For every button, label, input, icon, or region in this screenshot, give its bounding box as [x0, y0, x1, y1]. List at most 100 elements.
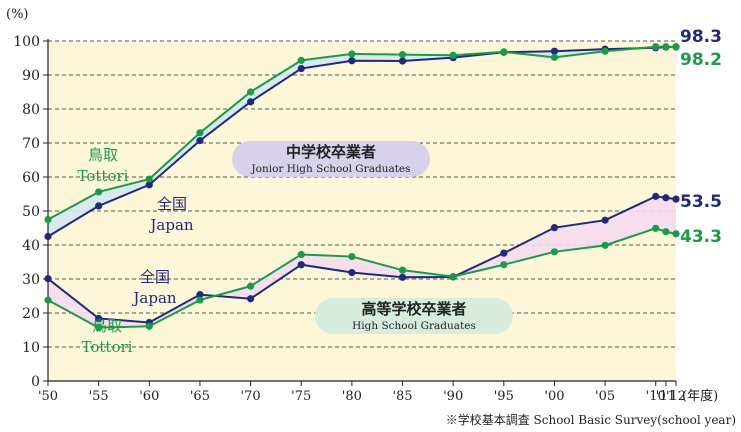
x-tick-label: '10: [646, 389, 666, 404]
series-label-en-hs-japan: Japan: [131, 289, 177, 307]
data-point-hs-tottori: [398, 266, 407, 274]
y-tick-label: 70: [22, 136, 40, 152]
data-point-jh-japan: [297, 64, 305, 73]
data-point-jh-tottori: [348, 50, 356, 58]
data-point-hs-japan: [398, 273, 407, 281]
x-tick-label: '05: [595, 389, 615, 404]
data-point-jh-tottori: [662, 43, 670, 51]
series-label-en-jh-japan: Japan: [148, 216, 194, 234]
data-point-jh-japan: [95, 202, 103, 210]
data-point-hs-tottori: [601, 241, 609, 249]
data-point-jh-japan: [550, 47, 559, 55]
y-tick-label: 10: [22, 340, 40, 356]
x-tick-label: '12: [666, 389, 686, 404]
data-point-jh-tottori: [672, 43, 680, 51]
data-point-jh-japan: [145, 181, 153, 189]
x-tick-label: '70: [241, 389, 261, 404]
series-label-ja-hs-tottori: 鳥取: [92, 317, 122, 335]
y-tick-label: 40: [22, 238, 40, 254]
x-tick-label: '11: [656, 389, 676, 404]
end-value-hs-japan: 53.5: [680, 192, 722, 212]
end-value-hs-tottori: 43.3: [680, 227, 722, 247]
group-label-bg-hs: [315, 298, 513, 334]
data-point-hs-japan: [672, 195, 680, 203]
group-label-bg-jh: [232, 141, 430, 177]
series-label-ja-hs-japan: 全国: [140, 268, 170, 286]
data-point-jh-tottori: [95, 188, 103, 196]
group-subtitle-hs: High School Graduates: [352, 320, 476, 332]
x-tick-label: '00: [544, 389, 564, 404]
data-point-hs-japan: [550, 224, 559, 232]
group-title-hs: 高等学校卒業者: [361, 300, 466, 318]
data-point-jh-tottori: [449, 51, 457, 59]
y-tick-label: 80: [22, 102, 40, 118]
data-point-jh-tottori: [145, 175, 153, 183]
data-point-hs-tottori: [44, 296, 52, 304]
data-point-jh-tottori: [550, 53, 559, 61]
x-tick-label: '50: [38, 389, 58, 404]
group-subtitle-jh: Jonior High School Graduates: [250, 163, 410, 175]
y-tick-label: 60: [22, 170, 40, 186]
data-point-hs-tottori: [196, 296, 204, 304]
data-point-hs-tottori: [672, 230, 680, 238]
data-point-hs-tottori: [145, 322, 153, 330]
data-point-hs-japan: [652, 192, 660, 200]
y-tick-label: 100: [13, 34, 40, 50]
data-point-hs-tottori: [348, 252, 356, 261]
y-tick-label: 30: [22, 272, 40, 288]
data-point-hs-japan: [44, 275, 52, 283]
data-point-jh-japan: [398, 57, 407, 65]
data-point-jh-tottori: [500, 48, 508, 56]
data-point-hs-tottori: [297, 250, 305, 259]
data-point-jh-tottori: [601, 47, 609, 55]
x-tick-label: '60: [139, 389, 159, 404]
series-label-en-hs-tottori: Tottori: [82, 338, 133, 356]
data-point-hs-tottori: [550, 248, 559, 256]
x-tick-label: '80: [342, 389, 362, 404]
x-tick-label: '65: [190, 389, 210, 404]
end-value-jh-japan: 98.3: [680, 27, 722, 47]
data-point-jh-japan: [246, 98, 255, 106]
data-point-jh-japan: [196, 137, 204, 145]
x-axis-unit: (年度): [682, 388, 718, 404]
x-tick-label: '55: [89, 389, 109, 404]
data-point-hs-japan: [500, 249, 508, 257]
x-tick-label: '75: [291, 389, 311, 404]
data-point-jh-tottori: [196, 129, 204, 137]
data-point-hs-tottori: [500, 261, 508, 269]
data-point-jh-tottori: [44, 215, 52, 224]
end-value-jh-tottori: 98.2: [680, 50, 722, 70]
x-tick-label: '85: [392, 389, 412, 404]
data-point-jh-tottori: [398, 51, 407, 59]
band-fill-hs: [48, 196, 676, 328]
y-tick-label: 20: [22, 306, 40, 322]
series-label-en-jh-tottori: Tottori: [78, 167, 129, 185]
y-tick-label: 0: [31, 374, 40, 390]
data-point-hs-japan: [601, 216, 609, 224]
x-tick-label: '90: [443, 389, 463, 404]
data-point-hs-japan: [95, 314, 103, 323]
data-point-jh-tottori: [297, 56, 305, 64]
data-point-hs-tottori: [662, 228, 670, 236]
data-point-hs-tottori: [95, 324, 103, 332]
series-label-ja-jh-japan: 全国: [157, 195, 187, 213]
data-point-hs-tottori: [449, 273, 457, 281]
data-point-hs-japan: [196, 291, 204, 299]
group-title-jh: 中学校卒業者: [286, 143, 376, 161]
y-axis-unit: (%): [6, 7, 29, 22]
x-tick-label: '95: [494, 389, 514, 404]
plot-area: 中学校卒業者 Jonior High School Graduates 高等学校卒業…: [6, 7, 736, 427]
data-point-jh-tottori: [246, 88, 255, 96]
data-point-jh-japan: [348, 57, 356, 65]
data-point-hs-tottori: [246, 282, 255, 290]
data-point-jh-tottori: [652, 43, 660, 51]
data-point-hs-japan: [348, 268, 356, 277]
data-point-hs-tottori: [652, 224, 660, 232]
y-tick-label: 90: [22, 68, 40, 84]
data-point-hs-japan: [662, 194, 670, 202]
data-point-hs-japan: [297, 261, 305, 269]
source-note: ※学校基本調査 School Basic Survey(school year): [446, 412, 736, 427]
y-tick-label: 50: [22, 204, 40, 220]
data-point-jh-japan: [44, 232, 52, 241]
